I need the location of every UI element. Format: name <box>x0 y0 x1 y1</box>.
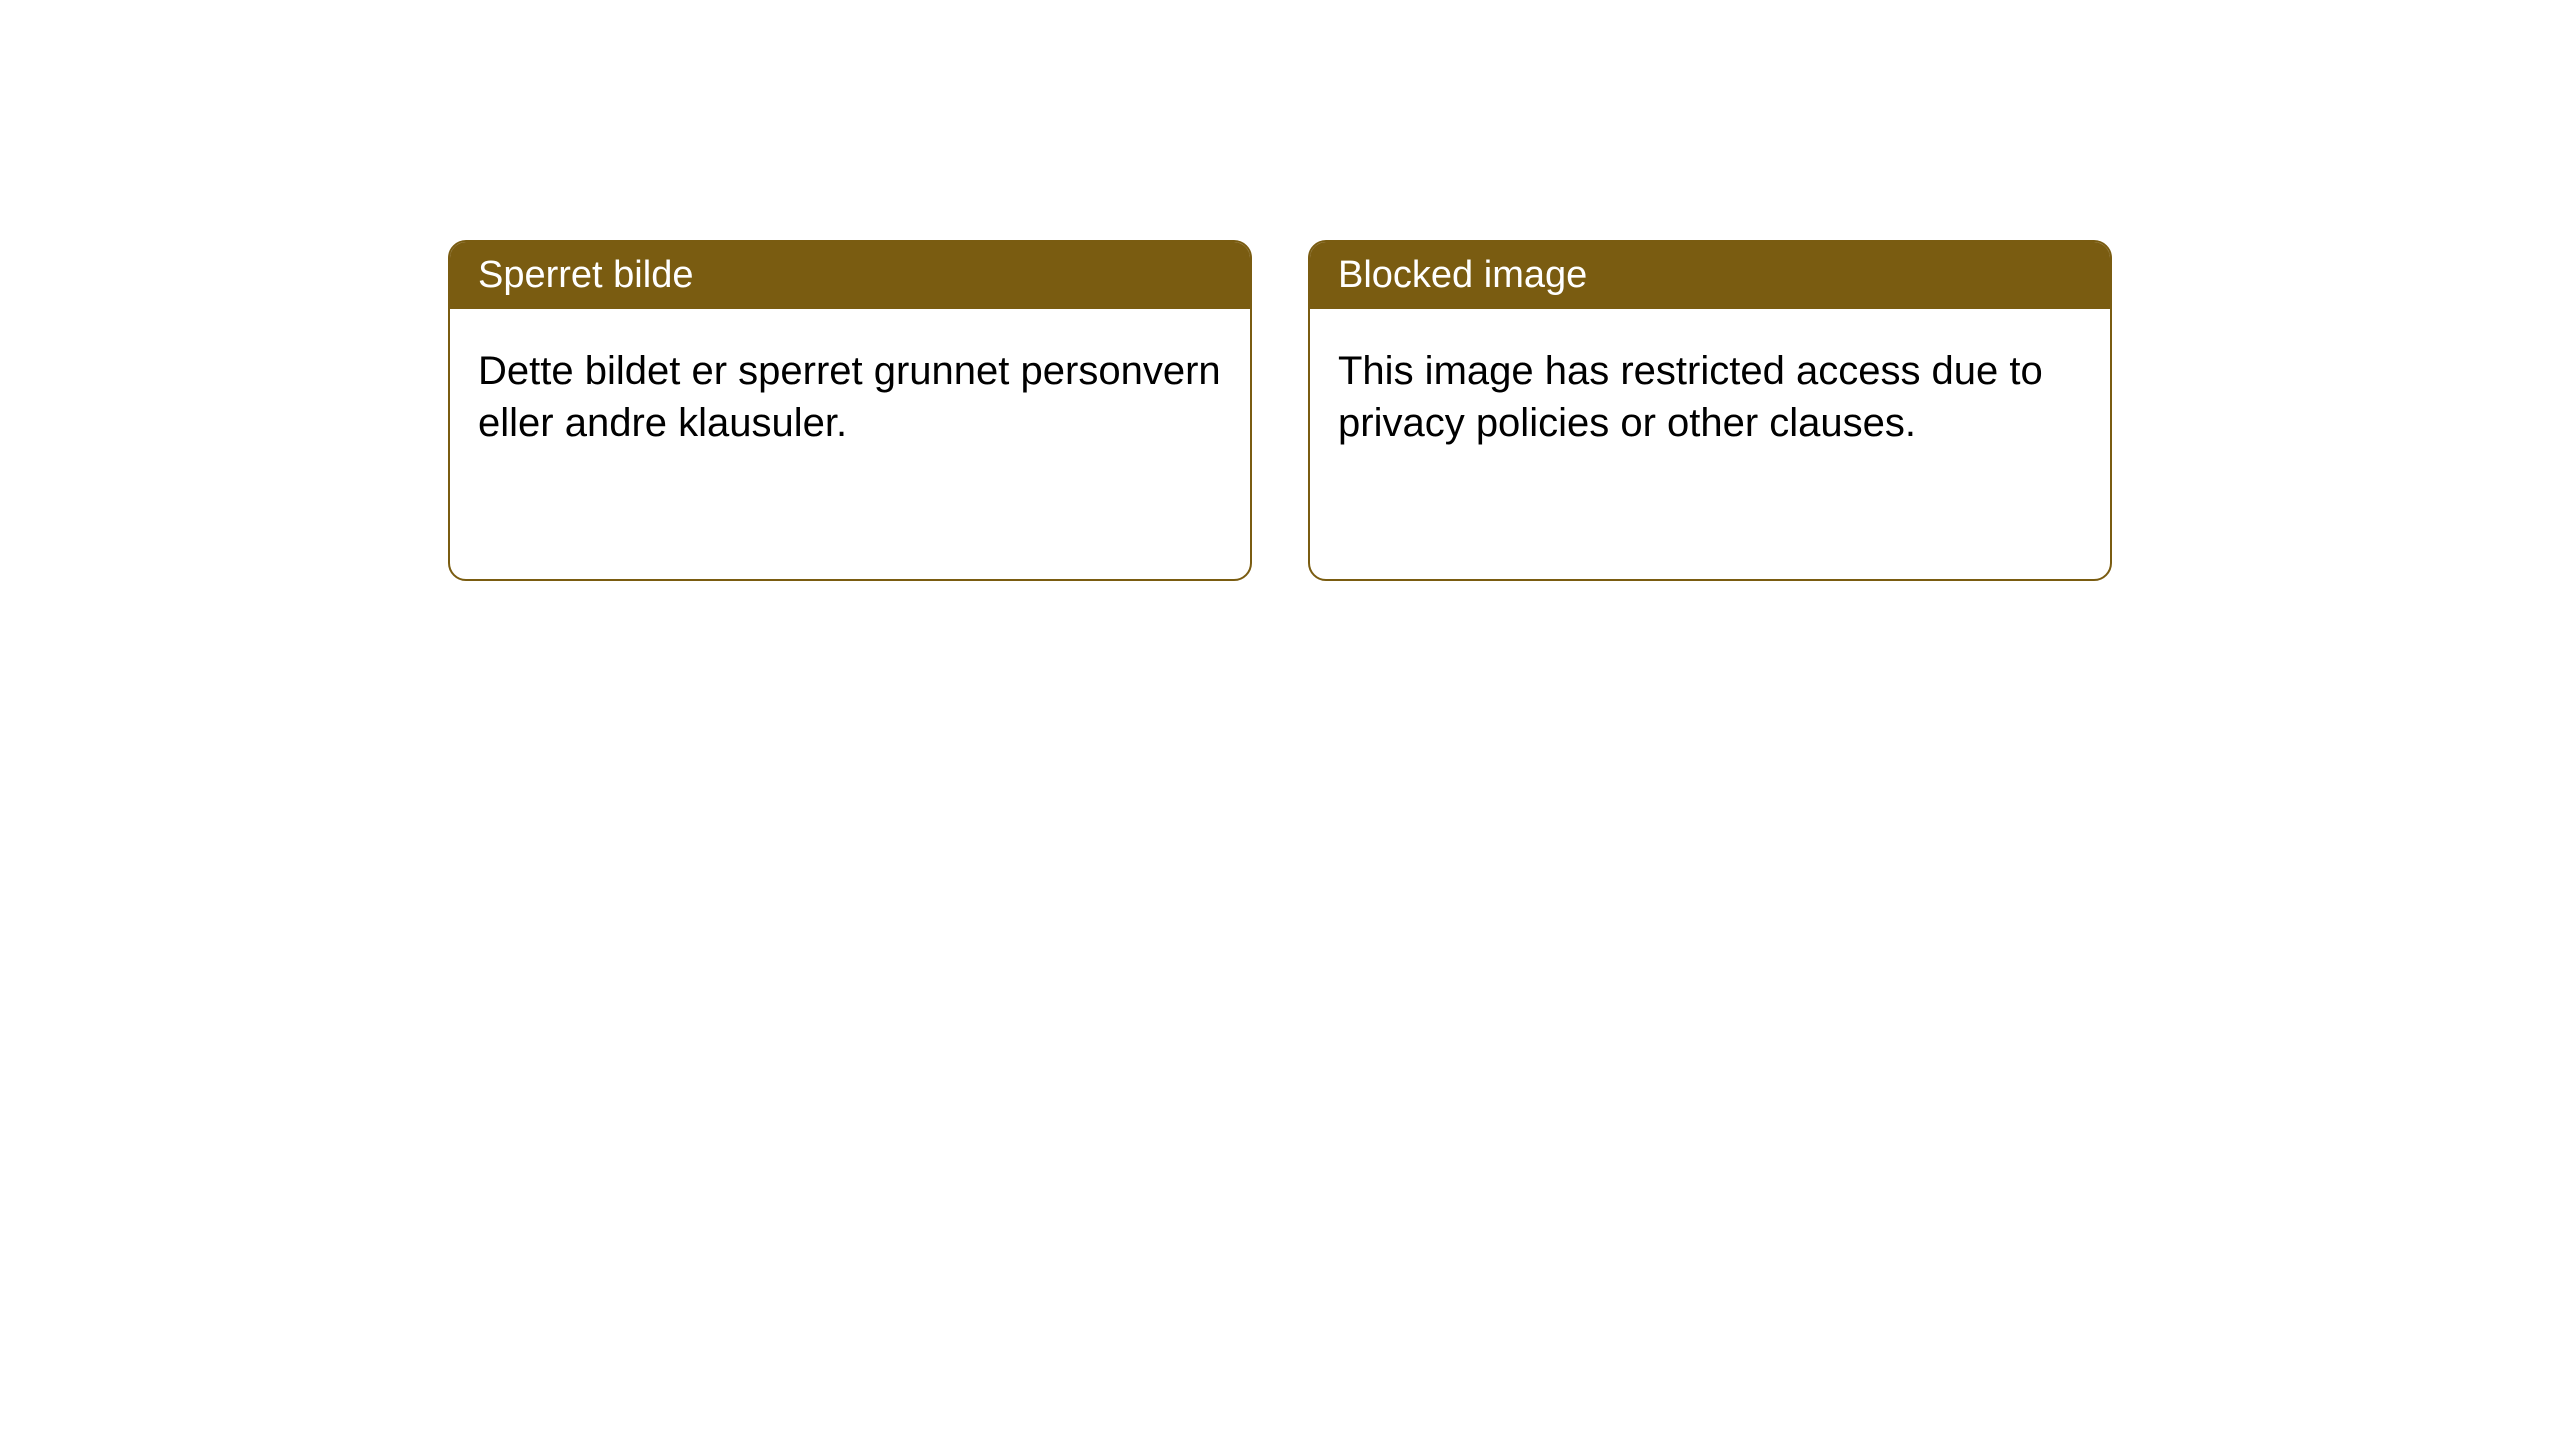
card-body: This image has restricted access due to … <box>1310 309 2110 579</box>
card-header: Blocked image <box>1310 242 2110 309</box>
card-title: Sperret bilde <box>478 254 693 296</box>
card-body-text: This image has restricted access due to … <box>1338 349 2043 445</box>
card-header: Sperret bilde <box>450 242 1250 309</box>
card-body: Dette bildet er sperret grunnet personve… <box>450 309 1250 579</box>
cards-container: Sperret bilde Dette bildet er sperret gr… <box>448 240 2112 581</box>
card-body-text: Dette bildet er sperret grunnet personve… <box>478 349 1221 445</box>
blocked-image-card-english: Blocked image This image has restricted … <box>1308 240 2112 581</box>
blocked-image-card-norwegian: Sperret bilde Dette bildet er sperret gr… <box>448 240 1252 581</box>
card-title: Blocked image <box>1338 254 1587 296</box>
